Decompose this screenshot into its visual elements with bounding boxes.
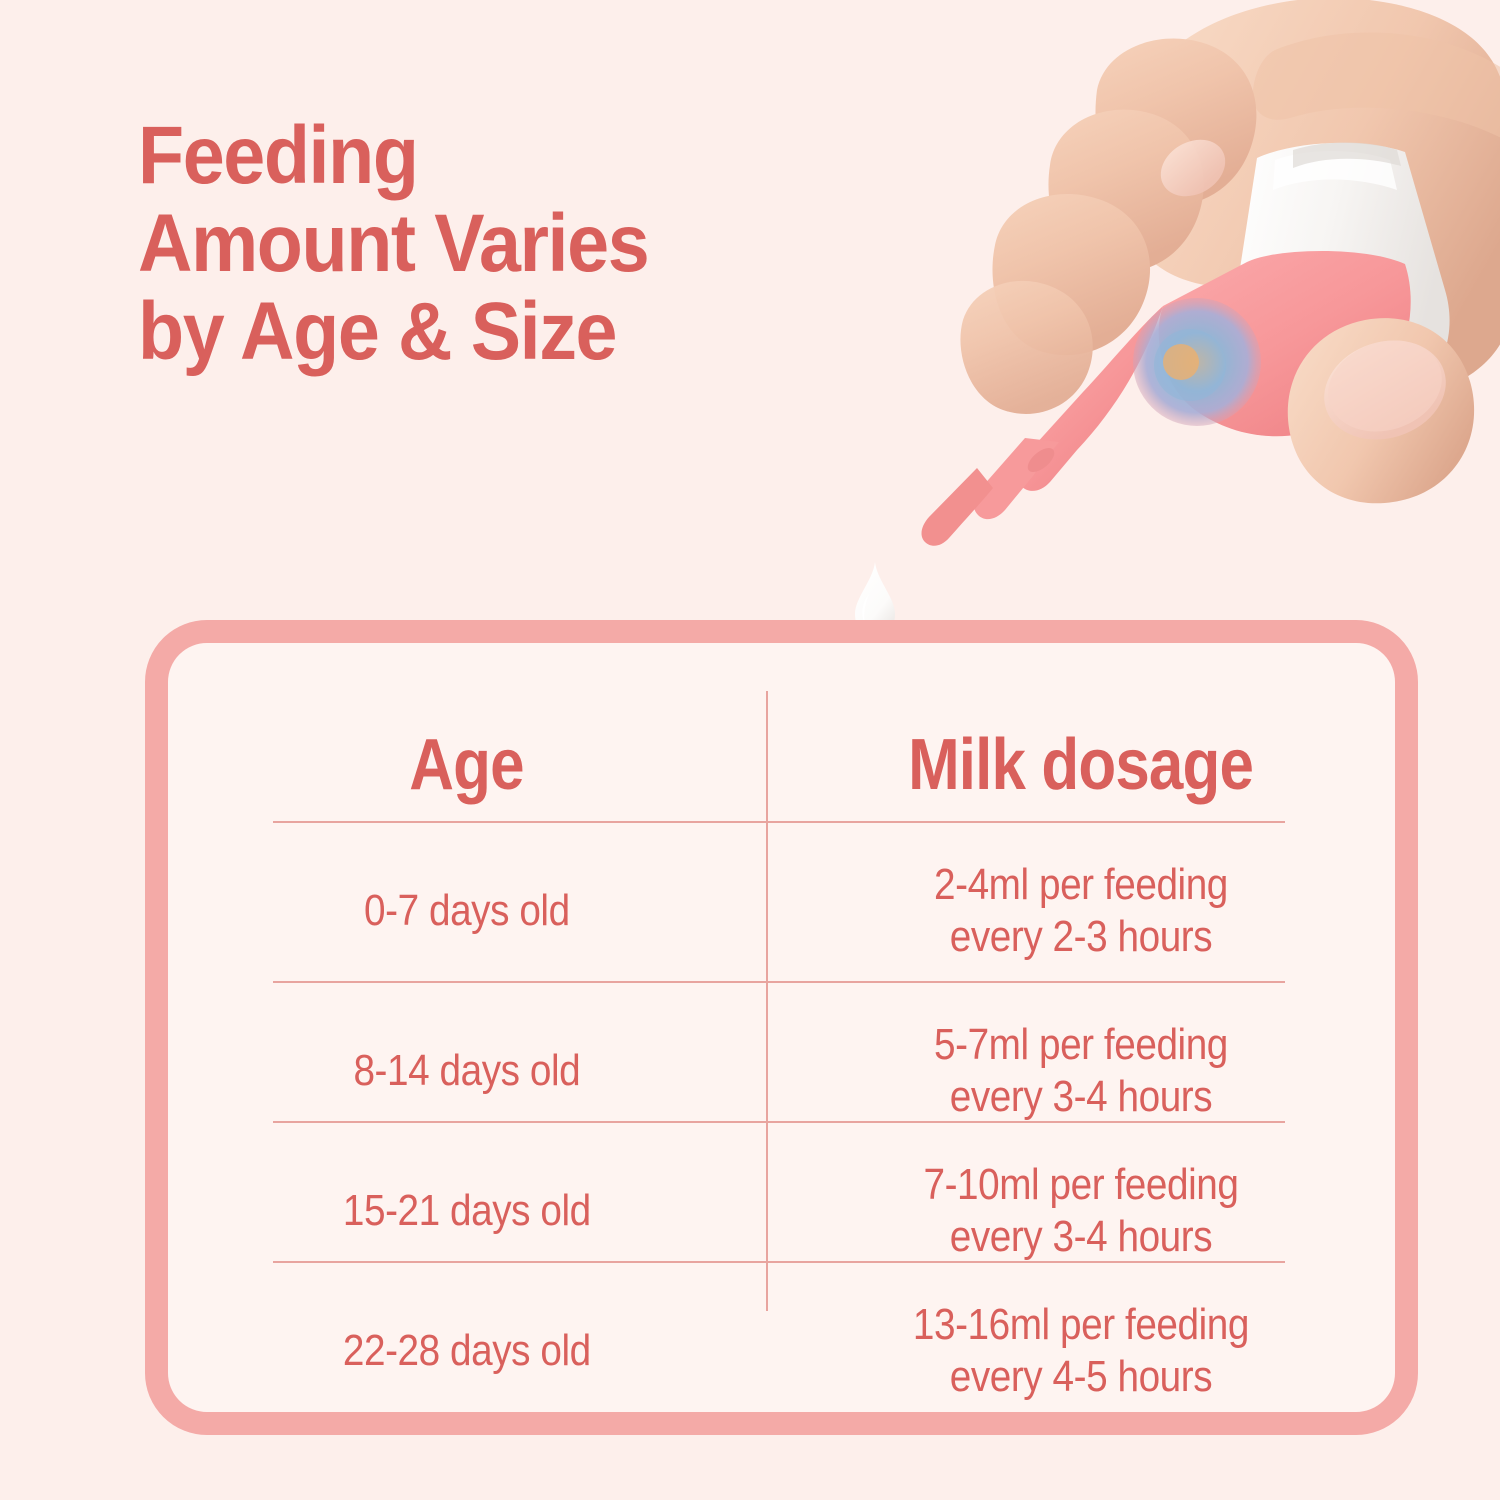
hand-feeder-illustration <box>921 0 1500 546</box>
header-rule <box>273 821 1285 823</box>
age-value: 8-14 days old <box>353 1046 581 1095</box>
dosage-line-1: 2-4ml per feeding <box>933 860 1228 909</box>
cell-age: 0-7 days old <box>168 841 766 981</box>
row-rule-2 <box>273 1121 1285 1123</box>
cell-dosage: 2-4ml per feeding every 2-3 hours <box>766 841 1395 981</box>
age-value: 15-21 days old <box>343 1186 591 1235</box>
title-line-3: by Age & Size <box>138 286 618 377</box>
header-cell-dosage: Milk dosage <box>766 715 1395 815</box>
dosage-value: 13-16ml per feeding every 4-5 hours <box>912 1299 1248 1403</box>
dosage-line-2: every 3-4 hours <box>949 1212 1212 1261</box>
header-cell-age: Age <box>168 715 766 815</box>
dosage-line-1: 5-7ml per feeding <box>933 1020 1228 1069</box>
title-line-2: Amount Varies <box>138 198 650 289</box>
table-header-row: Age Milk dosage <box>168 715 1395 815</box>
row-rule-3 <box>273 1261 1285 1263</box>
table-row: 8-14 days old 5-7ml per feeding every 3-… <box>168 1001 1395 1141</box>
dosage-line-2: every 2-3 hours <box>949 912 1212 961</box>
dosage-value: 2-4ml per feeding every 2-3 hours <box>934 859 1228 963</box>
page-title: Feeding Amount Varies by Age & Size <box>138 112 858 376</box>
header-label-dosage: Milk dosage <box>908 725 1254 805</box>
dosage-value: 5-7ml per feeding every 3-4 hours <box>934 1019 1228 1123</box>
product-photo-hand-with-feeder <box>845 0 1500 670</box>
dosage-line-1: 7-10ml per feeding <box>923 1160 1238 1209</box>
dosage-line-2: every 3-4 hours <box>949 1072 1212 1121</box>
row-rule-1 <box>273 981 1285 983</box>
header-label-age: Age <box>409 725 525 805</box>
cell-age: 8-14 days old <box>168 1001 766 1141</box>
cell-age: 15-21 days old <box>168 1141 766 1281</box>
cell-age: 22-28 days old <box>168 1281 766 1421</box>
title-line-1: Feeding <box>138 110 419 201</box>
dosage-table: Age Milk dosage 0-7 days old 2-4ml per f… <box>168 643 1395 1412</box>
cell-dosage: 5-7ml per feeding every 3-4 hours <box>766 1001 1395 1141</box>
table-row: 15-21 days old 7-10ml per feeding every … <box>168 1141 1395 1281</box>
dosage-value: 7-10ml per feeding every 3-4 hours <box>923 1159 1238 1263</box>
table-row: 0-7 days old 2-4ml per feeding every 2-3… <box>168 841 1395 981</box>
age-value: 22-28 days old <box>343 1326 591 1375</box>
dosage-table-card: Age Milk dosage 0-7 days old 2-4ml per f… <box>145 620 1418 1435</box>
column-divider <box>766 691 768 1311</box>
milk-drop-icon <box>855 562 895 638</box>
dosage-line-2: every 4-5 hours <box>949 1352 1212 1401</box>
dosage-line-1: 13-16ml per feeding <box>912 1300 1249 1349</box>
age-value: 0-7 days old <box>364 886 570 935</box>
cell-dosage: 7-10ml per feeding every 3-4 hours <box>766 1141 1395 1281</box>
cell-dosage: 13-16ml per feeding every 4-5 hours <box>766 1281 1395 1421</box>
table-row: 22-28 days old 13-16ml per feeding every… <box>168 1281 1395 1421</box>
